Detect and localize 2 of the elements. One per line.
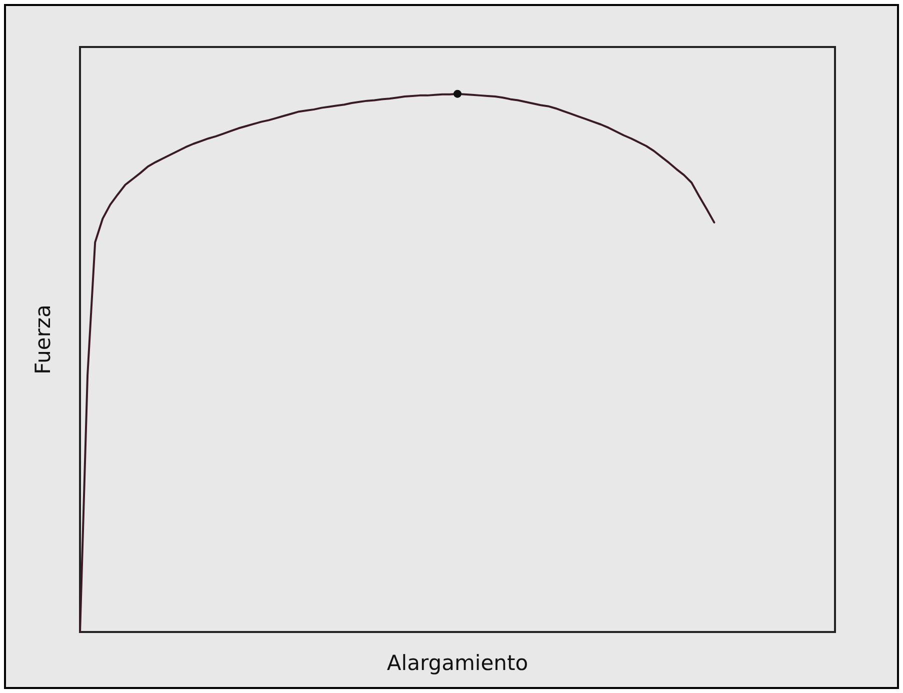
x-axis-title: Alargamiento	[386, 651, 528, 675]
y-axis-title: Fuerza	[31, 304, 55, 374]
